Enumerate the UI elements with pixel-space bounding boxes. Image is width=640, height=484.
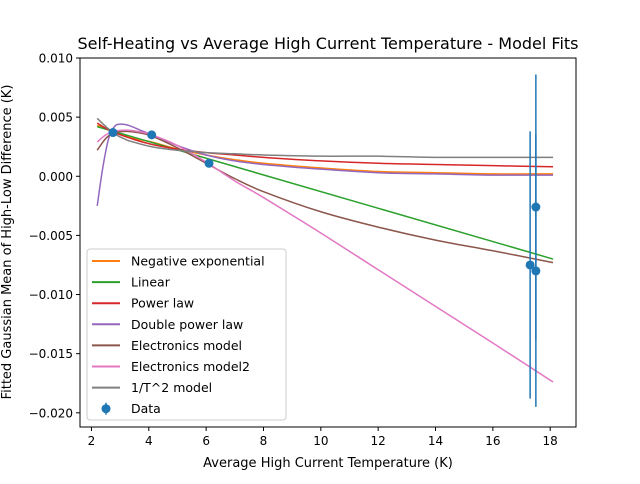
data-point — [525, 260, 535, 270]
data-point — [531, 266, 541, 276]
y-axis-label: Fitted Gaussian Mean of High-Low Differe… — [0, 85, 15, 400]
series-line-power-law — [96, 122, 554, 168]
chart-title: Self-Heating vs Average High Current Tem… — [78, 34, 579, 53]
legend: Negative exponential Linear Power law Doubl… — [86, 248, 287, 421]
y-tick-label: −0.010 — [29, 288, 73, 302]
x-tick-label: 2 — [88, 434, 96, 448]
legend-label: Data — [131, 401, 161, 416]
legend-label: Negative exponential — [131, 254, 265, 269]
x-tick-label: 10 — [313, 434, 328, 448]
data-layer — [108, 74, 541, 407]
x-tick-label: 12 — [371, 434, 386, 448]
y-tick-label: 0.010 — [39, 52, 73, 66]
legend-label: Linear — [131, 275, 171, 290]
legend-label: 1/T^2 model — [131, 380, 212, 395]
y-tick-label: 0.005 — [39, 111, 73, 125]
x-tick-label: 14 — [428, 434, 443, 448]
x-tick-label: 18 — [543, 434, 558, 448]
data-point — [204, 158, 214, 168]
legend-label: Power law — [131, 296, 194, 311]
x-tick-label: 6 — [202, 434, 210, 448]
plot-frame — [79, 57, 577, 428]
x-tick-label: 4 — [145, 434, 153, 448]
x-tick-label: 16 — [485, 434, 500, 448]
x-tick-label: 8 — [260, 434, 268, 448]
x-axis-label: Average High Current Temperature (K) — [203, 456, 453, 471]
x-axis: 2 4 6 8 10 12 14 16 18 — [88, 427, 558, 448]
y-tick-label: −0.015 — [29, 347, 73, 361]
y-tick-label: −0.005 — [29, 229, 73, 243]
series-line-negative-exponential — [96, 124, 554, 175]
legend-label: Double power law — [131, 317, 243, 332]
y-axis: 0.010 0.005 0.000 −0.005 −0.010 −0.015 −0.020 — [29, 52, 80, 420]
y-tick-label: −0.020 — [29, 406, 73, 420]
legend-label: Electronics model2 — [131, 359, 250, 374]
data-point — [147, 130, 157, 140]
data-point — [108, 128, 118, 138]
series-line-1-t-2-model — [96, 117, 554, 159]
legend-frame — [86, 248, 287, 421]
legend-marker — [101, 404, 111, 414]
legend-label: Electronics model — [131, 338, 242, 353]
y-tick-label: 0.000 — [39, 170, 73, 184]
